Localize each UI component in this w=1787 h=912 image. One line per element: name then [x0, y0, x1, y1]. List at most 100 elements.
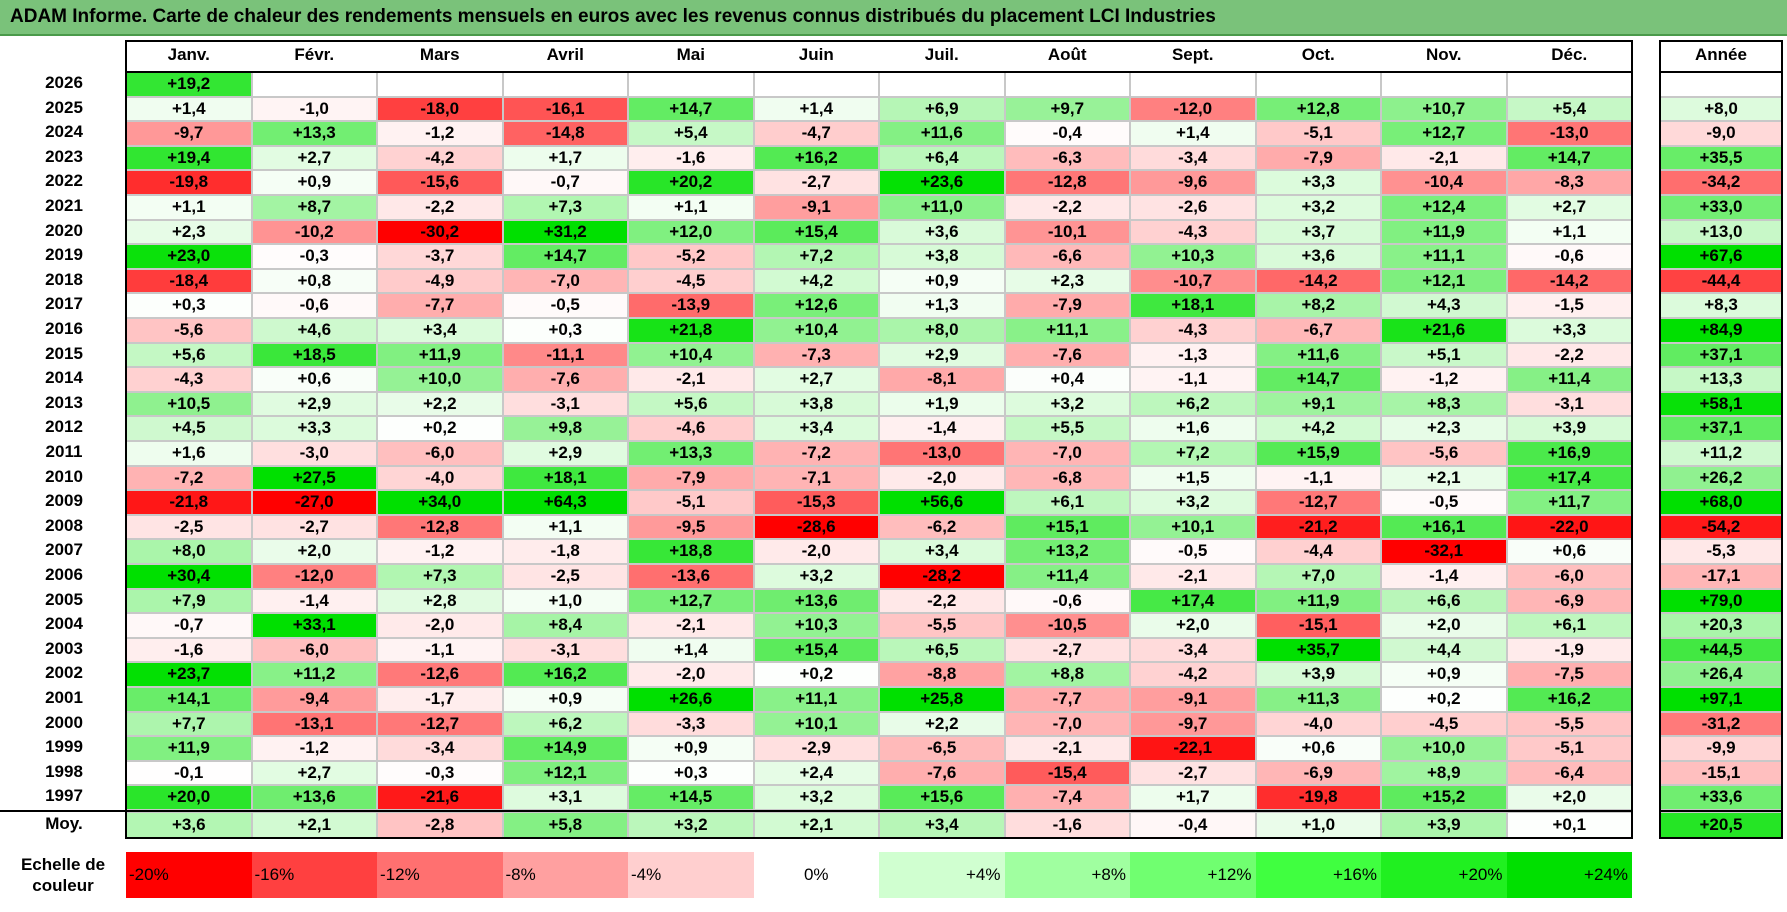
heatmap-cell: +4,4: [1381, 637, 1507, 663]
heatmap-cell: +2,7: [251, 760, 377, 786]
heatmap-cell: -7,7: [1004, 687, 1130, 712]
heatmap-cell: +8,4: [502, 613, 628, 638]
heatmap-cell: -4,6: [628, 416, 754, 441]
annual-cell: +67,6: [1660, 244, 1782, 269]
heatmap-cell: +8,2: [1255, 293, 1381, 318]
scale-step: +24%: [1506, 852, 1632, 898]
heatmap-cell: +4,2: [1255, 416, 1381, 441]
heatmap-cell: -12,0: [1130, 96, 1256, 122]
heatmap-cell: -5,6: [126, 318, 252, 343]
scale-step: +20%: [1381, 852, 1507, 898]
heatmap-cell: +6,9: [879, 96, 1005, 122]
heatmap-cell: +2,0: [251, 539, 377, 564]
year-label: 2004: [2, 613, 126, 638]
annual-cell: +37,1: [1660, 416, 1782, 441]
heatmap-cell: -21,8: [126, 490, 252, 515]
heatmap-cell: -3,0: [251, 441, 377, 466]
heatmap-cell: -14,2: [1255, 268, 1381, 294]
average-cell: +3,9: [1381, 812, 1507, 839]
heatmap-cell: -7,2: [753, 441, 879, 466]
heatmap-cell: +3,4: [879, 539, 1005, 564]
heatmap-cell: +3,2: [1004, 391, 1130, 417]
heatmap-cell: +14,7: [502, 244, 628, 269]
heatmap-cell: -7,9: [1255, 145, 1381, 171]
heatmap-cell: +23,6: [879, 170, 1005, 195]
annual-cell: +8,3: [1660, 293, 1782, 318]
heatmap-cell: -27,0: [251, 490, 377, 515]
annual-cell: +84,9: [1660, 318, 1782, 343]
heatmap-cell: +12,8: [1255, 96, 1381, 122]
heatmap-cell: -1,2: [377, 121, 503, 146]
heatmap-cell: +11,3: [1255, 687, 1381, 712]
heatmap-cell: +17,4: [1130, 588, 1256, 614]
heatmap-cell: [1130, 72, 1256, 97]
heatmap-cell: -0,7: [126, 613, 252, 638]
heatmap-cell: +11,6: [1255, 342, 1381, 368]
heatmap-cell: -7,1: [753, 465, 879, 491]
annual-cell: +35,5: [1660, 145, 1782, 171]
heatmap-cell: -1,4: [879, 416, 1005, 441]
heatmap-cell: -1,2: [377, 539, 503, 564]
heatmap-cell: +56,6: [879, 490, 1005, 515]
heatmap-cell: -28,6: [753, 514, 879, 540]
annual-cell: +44,5: [1660, 637, 1782, 663]
heatmap-cell: +12,0: [628, 219, 754, 245]
heatmap-cell: -15,4: [1004, 760, 1130, 786]
heatmap-cell: -28,2: [879, 564, 1005, 589]
heatmap-cell: -7,6: [1004, 342, 1130, 368]
heatmap-cell: -18,4: [126, 268, 252, 294]
heatmap-cell: +0,9: [251, 170, 377, 195]
heatmap-cell: -10,7: [1130, 268, 1256, 294]
heatmap-cell: +25,8: [879, 687, 1005, 712]
heatmap-cell: +5,4: [628, 121, 754, 146]
year-label: 2009: [2, 490, 126, 515]
heatmap-cell: +10,3: [753, 613, 879, 638]
heatmap-cell: +11,7: [1506, 490, 1632, 515]
heatmap-cell: +3,6: [1255, 244, 1381, 269]
heatmap-cell: -4,2: [377, 145, 503, 171]
heatmap-cell: +0,8: [251, 268, 377, 294]
heatmap-cell: -1,1: [377, 637, 503, 663]
heatmap-cell: +8,3: [1381, 391, 1507, 417]
annual-cell: +20,3: [1660, 613, 1782, 638]
heatmap-cell: [502, 72, 628, 97]
heatmap-cell: -5,6: [1381, 441, 1507, 466]
heatmap-cell: +0,3: [126, 293, 252, 318]
heatmap-cell: +11,9: [377, 342, 503, 368]
heatmap-cell: +13,3: [251, 121, 377, 146]
heatmap-cell: +13,2: [1004, 539, 1130, 564]
heatmap-cell: -2,5: [502, 564, 628, 589]
heatmap-cell: -22,0: [1506, 514, 1632, 540]
heatmap-cell: -1,1: [1130, 367, 1256, 392]
heatmap-cell: -7,4: [1004, 785, 1130, 810]
heatmap-cell: [251, 72, 377, 97]
heatmap-cell: +13,6: [251, 785, 377, 810]
year-label: 1998: [2, 760, 126, 786]
heatmap-cell: -12,6: [377, 662, 503, 687]
month-header: Avril: [502, 40, 628, 72]
annual-cell: -44,4: [1660, 268, 1782, 294]
year-label: 2008: [2, 514, 126, 540]
heatmap-cell: +21,8: [628, 318, 754, 343]
heatmap-cell: -30,2: [377, 219, 503, 245]
heatmap-cell: -6,0: [251, 637, 377, 663]
heatmap-cell: -0,1: [126, 760, 252, 786]
heatmap-cell: +10,4: [628, 342, 754, 368]
page-title: ADAM Informe. Carte de chaleur des rende…: [0, 0, 1787, 36]
heatmap-cell: +30,4: [126, 564, 252, 589]
heatmap-cell: +1,3: [879, 293, 1005, 318]
year-label: 2018: [2, 268, 126, 294]
average-cell: +3,6: [126, 812, 252, 839]
heatmap-cell: -2,2: [1506, 342, 1632, 368]
scale-step: 0%: [753, 852, 879, 898]
heatmap-cell: +21,6: [1381, 318, 1507, 343]
heatmap-cell: -7,0: [502, 268, 628, 294]
heatmap-cell: -7,6: [879, 760, 1005, 786]
year-label: 2023: [2, 145, 126, 171]
annual-cell: -9,0: [1660, 121, 1782, 146]
heatmap-cell: +8,9: [1381, 760, 1507, 786]
heatmap-cell: -2,0: [879, 465, 1005, 491]
heatmap-cell: +15,1: [1004, 514, 1130, 540]
heatmap-cell: +3,3: [1506, 318, 1632, 343]
average-cell: +3,2: [628, 812, 754, 839]
